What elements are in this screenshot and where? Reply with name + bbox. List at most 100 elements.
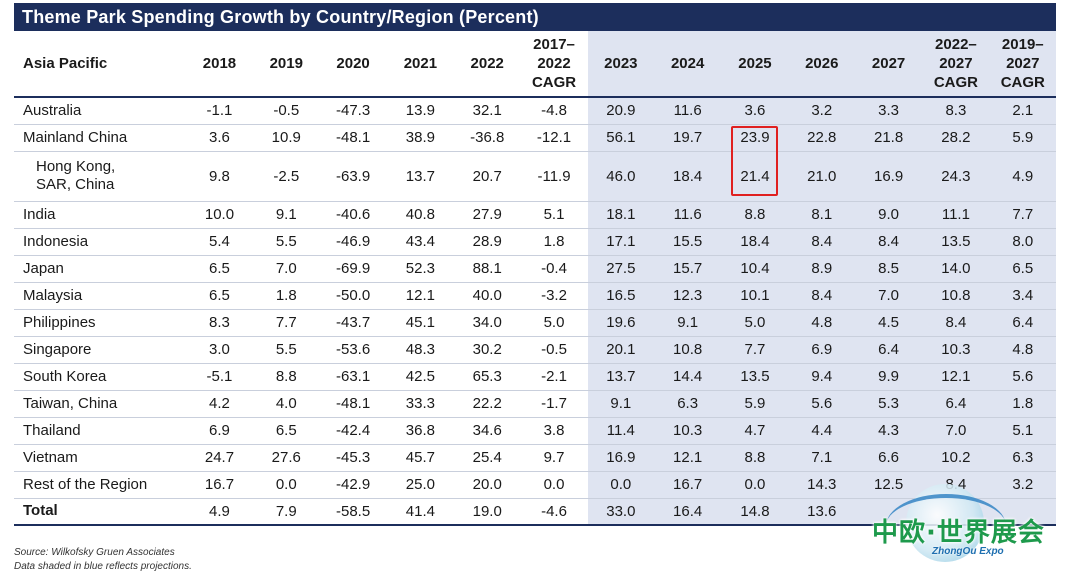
cell-value: 8.9: [788, 255, 855, 282]
cell-value: 1.8: [275, 287, 297, 304]
cell-value: 28.9: [472, 233, 502, 250]
cell-value: -2.5: [273, 167, 300, 185]
cell-value: 13.6: [788, 498, 855, 525]
cell-value: 9.1: [587, 390, 654, 417]
table-row: Rest of the Region 16.7 0.0 -42.9 25.0 20.0 0.…: [14, 471, 1056, 498]
cell-value: 16.5: [587, 282, 654, 309]
cell-value: 3.6: [721, 97, 789, 124]
cell-value: -47.3: [335, 102, 371, 120]
cell-value: 3.2: [989, 471, 1056, 498]
header-row: Asia Pacific 2018 2019 2020 2021 2022 2017– 202…: [14, 31, 1056, 97]
row-label: Singapore: [23, 340, 92, 358]
cell-value: 10.4: [721, 255, 789, 282]
cell-value: 11.6: [654, 97, 722, 124]
cell-value: -42.9: [335, 476, 371, 493]
cell-value: 33.0: [587, 498, 654, 525]
cell-value: 45.1: [405, 314, 435, 331]
swoosh-icon: [886, 494, 1006, 558]
header-col-3: 2020: [336, 55, 370, 72]
cell-value: 12.1: [922, 363, 990, 390]
cell-value: 46.0: [587, 151, 654, 201]
cell-value: 9.9: [854, 363, 923, 390]
cell-value: -4.6: [541, 502, 567, 520]
projection-note: Data shaded in blue reflects projections…: [14, 561, 192, 572]
table-body: Australia -1.1 -0.5 -47.3 13.9 32.1 -4.8 20.9 11…: [14, 97, 1056, 525]
cell-value: 18.1: [587, 201, 654, 228]
cell-value: 3.0: [209, 341, 230, 358]
header-region: Asia Pacific: [23, 55, 108, 72]
header-col-8: 2024: [654, 31, 722, 97]
cell-value: 5.0: [543, 314, 565, 331]
cell-value: 9.4: [788, 363, 855, 390]
cell-value: 27.5: [587, 255, 654, 282]
cell-value: 4.0: [275, 395, 297, 412]
cell-value: 27.6: [271, 449, 301, 466]
cell-value: -0.5: [541, 341, 567, 358]
cell-value: 6.5: [209, 287, 230, 304]
header-col-12: 2022– 2027 CAGR: [922, 31, 990, 97]
cell-value: 8.4: [788, 228, 855, 255]
cell-value: -63.9: [335, 167, 371, 185]
table-row: Australia -1.1 -0.5 -47.3 13.9 32.1 -4.8 20.9 11…: [14, 97, 1056, 124]
cell-value: 28.2: [922, 124, 990, 151]
cell-value: 12.3: [654, 282, 722, 309]
cell-value: -11.9: [537, 167, 571, 185]
cell-value: 8.4: [922, 309, 990, 336]
cell-value: 0.0: [543, 476, 565, 493]
cell-value: 8.8: [275, 368, 297, 385]
cell-value: 13.5: [922, 228, 990, 255]
cell-value: 3.2: [788, 97, 855, 124]
spending-table: Asia Pacific 2018 2019 2020 2021 2022 2017– 202…: [14, 31, 1056, 526]
cell-value: 27.9: [472, 206, 502, 223]
cell-value: 19.7: [654, 124, 722, 151]
cell-value: 7.0: [275, 260, 297, 277]
cell-value: -0.5: [273, 102, 300, 120]
cell-value: -3.2: [541, 287, 567, 304]
cell-value: 8.8: [721, 444, 789, 471]
cell-value: 16.4: [654, 498, 722, 525]
cell-value: 16.7: [204, 476, 235, 493]
cell-value: 4.4: [788, 417, 855, 444]
cell-value: -50.0: [335, 287, 371, 304]
cell-value: 6.5: [989, 255, 1056, 282]
cell-value: 19.0: [472, 502, 502, 520]
cell-value: 5.1: [989, 417, 1056, 444]
cell-value: 11.6: [654, 201, 722, 228]
cell-value: 3.6: [209, 129, 230, 146]
cell-value: 24.3: [922, 151, 990, 201]
cell-value: 14.0: [922, 255, 990, 282]
cell-value: -69.9: [335, 260, 371, 277]
cell-value: 38.9: [405, 129, 435, 146]
cell-value: 52.3: [405, 260, 435, 277]
cell-value: 5.6: [788, 390, 855, 417]
cell-value: 5.1: [543, 206, 565, 223]
cell-value: 10.3: [654, 417, 722, 444]
cell-value: 15.7: [654, 255, 722, 282]
cell-value: 12.1: [654, 444, 722, 471]
cell-value: 13.9: [405, 102, 435, 120]
row-label: Philippines: [23, 313, 96, 331]
cell-value: 4.7: [721, 417, 789, 444]
header-col-10: 2026: [788, 31, 855, 97]
cell-value: -4.8: [541, 102, 567, 120]
cell-value: 8.8: [721, 201, 789, 228]
cell-value: 9.0: [854, 201, 923, 228]
cell-value: 42.5: [405, 368, 435, 385]
cell-value: 14.3: [788, 471, 855, 498]
table-row: Japan 6.5 7.0 -69.9 52.3 88.1 -0.4 27.5 15.7 10.4…: [14, 255, 1056, 282]
cell-value: 16.7: [654, 471, 722, 498]
cell-value: -36.8: [470, 129, 505, 146]
cell-value: -46.9: [335, 233, 371, 250]
highlight-box-2025: [731, 126, 778, 196]
cell-value: 13.7: [587, 363, 654, 390]
row-label: Taiwan, China: [23, 394, 118, 412]
cell-value: -40.6: [335, 206, 371, 223]
cell-value: 6.3: [654, 390, 722, 417]
table-row: Vietnam 24.7 27.6 -45.3 45.7 25.4 9.7 16.9 12.1 8…: [14, 444, 1056, 471]
cell-value: 25.4: [472, 449, 502, 466]
row-label: Australia: [23, 101, 82, 119]
cell-value: 5.9: [989, 124, 1056, 151]
table-row: Philippines 8.3 7.7 -43.7 45.1 34.0 5.0 19.6 9.1…: [14, 309, 1056, 336]
cell-value: 9.1: [275, 206, 297, 223]
cell-value: 7.7: [989, 201, 1056, 228]
